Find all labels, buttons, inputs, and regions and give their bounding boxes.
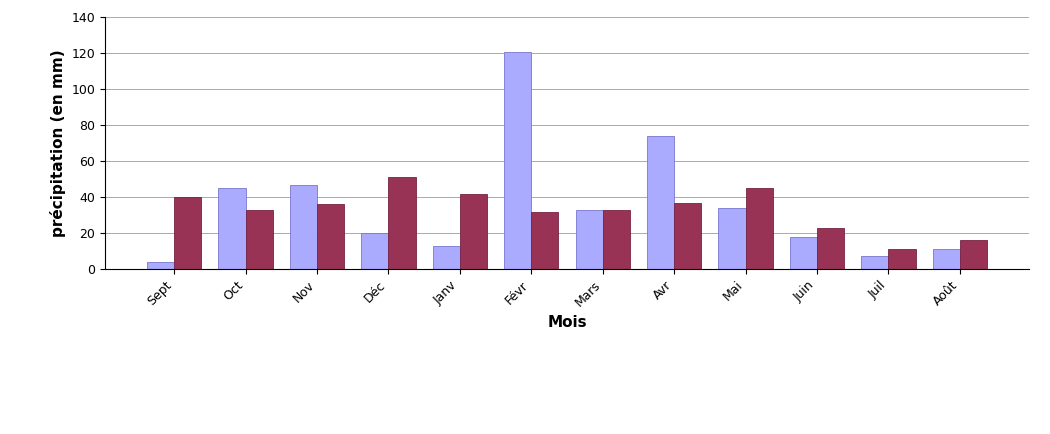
- Bar: [932, 249, 960, 269]
- X-axis label: Mois: Mois: [547, 315, 587, 330]
- Bar: [317, 204, 344, 269]
- Bar: [290, 184, 317, 269]
- Bar: [647, 136, 674, 269]
- Bar: [433, 246, 460, 269]
- Y-axis label: précipitation (en mm): précipitation (en mm): [49, 49, 66, 237]
- Bar: [388, 178, 416, 269]
- Bar: [861, 256, 888, 269]
- Bar: [147, 262, 174, 269]
- Bar: [960, 240, 987, 269]
- Bar: [504, 52, 531, 269]
- Bar: [218, 188, 246, 269]
- Bar: [746, 188, 773, 269]
- Bar: [603, 210, 630, 269]
- Bar: [888, 249, 916, 269]
- Bar: [817, 228, 844, 269]
- Bar: [674, 203, 701, 269]
- Bar: [531, 211, 559, 269]
- Bar: [246, 210, 273, 269]
- Bar: [790, 237, 817, 269]
- Bar: [460, 194, 487, 269]
- Bar: [575, 210, 603, 269]
- Bar: [174, 197, 202, 269]
- Bar: [718, 208, 746, 269]
- Bar: [361, 233, 388, 269]
